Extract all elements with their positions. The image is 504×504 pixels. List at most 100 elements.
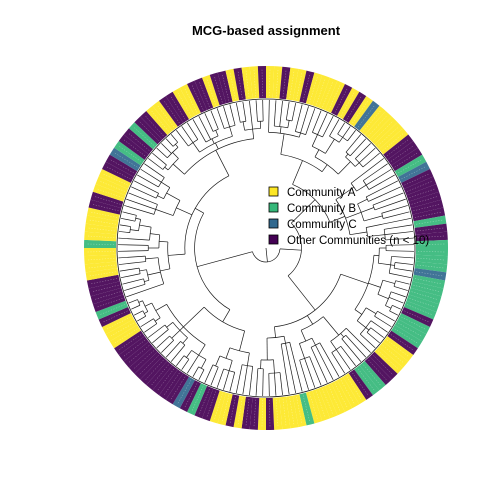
tree-branch (374, 315, 392, 328)
tree-branch (198, 369, 205, 381)
tree-branch (215, 130, 219, 137)
tip-label-mark (292, 68, 307, 102)
legend-swatch-community-b (268, 202, 279, 213)
tree-branch (337, 122, 346, 135)
tip-label-texture (138, 355, 159, 376)
tree-branch (285, 101, 290, 120)
tree-branch (309, 356, 322, 386)
tip-label-mark (337, 376, 360, 409)
tip-label-texture (86, 235, 115, 238)
tree-branch (176, 130, 189, 147)
tip-label-texture (87, 227, 115, 232)
tree-branch (291, 102, 297, 121)
tip-label-texture (414, 211, 443, 218)
legend-item: Community C (268, 218, 357, 231)
tip-label-texture (316, 78, 326, 105)
tip-label-mark (202, 74, 220, 108)
tip-label-texture (91, 284, 119, 293)
legend-swatch-community-c (268, 218, 279, 229)
tree-branch (279, 248, 302, 251)
tip-label-mark (98, 306, 131, 327)
tip-label-texture (144, 360, 164, 381)
tip-label-texture (221, 73, 230, 101)
tree-branch (384, 224, 413, 230)
tip-label-texture (214, 393, 223, 421)
tip-label-texture (368, 360, 388, 381)
tip-label-texture (96, 298, 123, 308)
tip-label-mark (398, 313, 430, 335)
tree-branch (183, 306, 205, 328)
tree-branch (336, 349, 351, 370)
tip-label-mark (179, 84, 201, 116)
tree-arc (158, 234, 161, 249)
tree-branch (165, 341, 181, 358)
tip-label-texture (352, 372, 369, 397)
tip-baseline-circle (116, 98, 416, 398)
tree-branch (157, 195, 164, 200)
tree-branch (192, 142, 200, 153)
tip-label-texture (373, 120, 394, 141)
tree-arc (314, 156, 339, 175)
tip-label-texture (269, 68, 271, 97)
tip-label-texture (163, 99, 180, 124)
tree-branch (304, 358, 316, 388)
tree-branch (299, 343, 305, 359)
tree-branch (389, 272, 412, 279)
tip-label-texture (163, 372, 180, 397)
tip-label-mark (412, 207, 446, 222)
tree-branch (394, 267, 413, 272)
tip-label-mark (414, 223, 448, 235)
tree-branch (389, 310, 399, 316)
tree-branch (311, 337, 316, 346)
tip-label-texture (417, 258, 446, 261)
tip-label-texture (86, 258, 115, 261)
tree-branch (139, 269, 147, 272)
tree-arc (180, 341, 186, 346)
tip-label-texture (328, 386, 341, 412)
tree-branch (262, 368, 264, 396)
tip-label-mark (249, 397, 260, 430)
tree-branch (361, 207, 375, 213)
tip-label-texture (363, 109, 382, 132)
tip-label-mark (286, 395, 299, 429)
tree-branch (247, 352, 250, 366)
tree-branch (359, 333, 376, 349)
tree-branch (292, 160, 303, 185)
tree-branch (345, 335, 367, 358)
tree-branch (139, 224, 152, 228)
tree-branch (255, 100, 258, 122)
tip-label-mark (312, 388, 330, 422)
tip-label-mark (233, 395, 246, 429)
tip-label-texture (122, 339, 146, 358)
tip-label-texture (184, 87, 198, 113)
tree-branch (181, 126, 194, 143)
tip-label-texture (89, 278, 118, 285)
tree-arc (389, 305, 393, 312)
tree-branch (148, 158, 164, 170)
tree-branch (160, 268, 171, 272)
tip-label-texture (296, 396, 303, 425)
tree-branch (235, 102, 241, 123)
tip-label-texture (237, 70, 243, 98)
tree-branch (279, 126, 282, 134)
tip-label-mark (225, 394, 240, 428)
tip-label-texture (282, 69, 287, 97)
tip-label-texture (390, 334, 415, 351)
tip-label-mark (179, 380, 201, 412)
tip-label-mark (286, 67, 299, 101)
tree-branch (216, 368, 225, 388)
tip-label-texture (269, 399, 271, 428)
tip-label-texture (177, 380, 192, 405)
tree-branch (145, 257, 159, 260)
tip-label-mark (84, 239, 117, 248)
tip-label-texture (88, 219, 116, 225)
tip-label-texture (328, 84, 341, 110)
tip-label-texture (93, 196, 121, 205)
tip-label-mark (406, 294, 440, 312)
tip-label-texture (302, 395, 311, 423)
tree-branch (287, 120, 290, 128)
tree-branch (186, 350, 192, 358)
tip-label-texture (352, 99, 369, 124)
tip-label-texture (302, 73, 311, 101)
tip-label-mark (86, 207, 120, 222)
